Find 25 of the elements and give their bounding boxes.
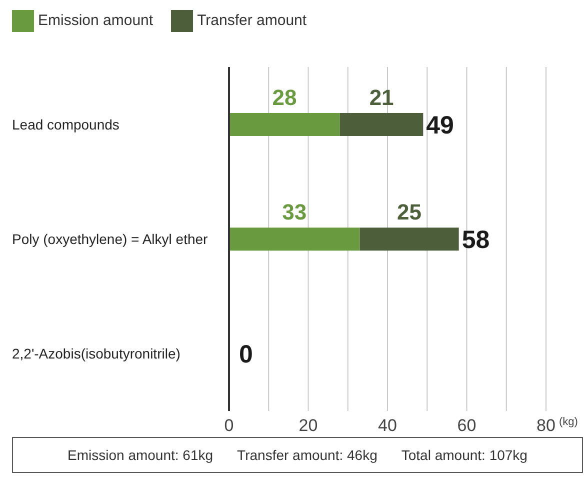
bar [340,113,424,136]
text: Emission amount: 61kg [68,447,214,463]
bar [229,113,340,136]
total-label: 0 [239,340,253,369]
data-label: 25 [397,200,422,225]
x-tick-label: 80 [536,416,556,436]
y-tick-label: Poly (oxyethylene) = Alkyl ether [12,231,208,247]
y-tick-label: 2,2'-Azobis(isobutyronitrile) [12,346,180,362]
bar [360,228,459,251]
data-label: 21 [369,85,394,110]
x-tick-label: 60 [457,416,476,436]
legend-label: Transfer amount [197,12,307,29]
y-tick-label: Lead compounds [12,116,120,132]
x-axis-title: (kg) [559,416,578,428]
total-label: 49 [426,111,454,140]
data-label: 28 [272,85,297,110]
x-tick-label: 20 [298,416,318,436]
x-tick-label: 40 [378,416,397,436]
data-label: 33 [282,200,307,225]
text: Transfer amount: 46kg [237,447,378,463]
text: Total amount: 107kg [401,447,528,463]
total-label: 58 [462,226,490,254]
x-tick-label: 0 [224,416,234,436]
legend-label: Emission amount [38,12,154,29]
bar [229,228,360,251]
